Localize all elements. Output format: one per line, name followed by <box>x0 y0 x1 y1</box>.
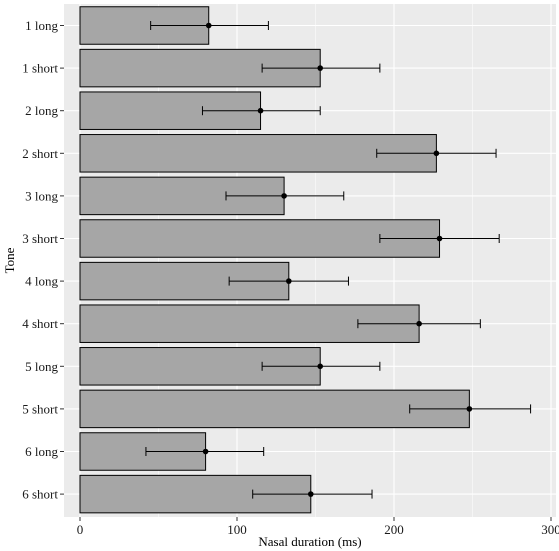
x-axis-ticks: 0 100 200 300 <box>77 517 559 537</box>
y-tick-label: 3 long <box>25 188 58 203</box>
mean-point <box>257 107 264 114</box>
y-axis-title: Tone <box>2 247 17 273</box>
y-tick-label: 4 short <box>22 316 58 331</box>
mean-point <box>286 278 292 284</box>
y-tick-label: 4 long <box>25 274 58 289</box>
mean-point <box>416 320 422 327</box>
mean-point <box>307 491 314 497</box>
y-tick-label: 3 short <box>22 231 58 246</box>
mean-point <box>436 235 443 242</box>
error-bars <box>145 21 532 499</box>
bar <box>79 389 470 429</box>
mean-point <box>317 65 324 71</box>
y-tick-label: 5 long <box>25 359 58 374</box>
x-tick-label: 0 <box>77 522 84 537</box>
y-tick-label: 2 long <box>25 103 58 118</box>
y-tick-label: 6 long <box>25 444 58 459</box>
mean-point <box>317 363 324 370</box>
mean-point <box>205 22 212 29</box>
y-tick-label: 6 short <box>22 487 58 502</box>
mean-point <box>433 150 440 157</box>
plot-panel <box>64 4 556 517</box>
x-tick-label: 200 <box>384 522 404 537</box>
mean-point <box>281 193 287 199</box>
x-axis-title: Nasal duration (ms) <box>258 534 361 549</box>
y-tick-label: 1 long <box>25 18 58 33</box>
y-axis-ticks: 1 long 1 short 2 long 2 short 3 long 3 short 4… <box>22 18 64 502</box>
mean-point <box>202 448 209 455</box>
y-tick-label: 2 short <box>22 146 58 161</box>
mean-point <box>466 406 473 412</box>
x-tick-label: 300 <box>541 522 559 537</box>
y-tick-label: 5 short <box>22 401 58 416</box>
y-tick-label: 1 short <box>22 61 58 76</box>
x-tick-label: 100 <box>227 522 247 537</box>
